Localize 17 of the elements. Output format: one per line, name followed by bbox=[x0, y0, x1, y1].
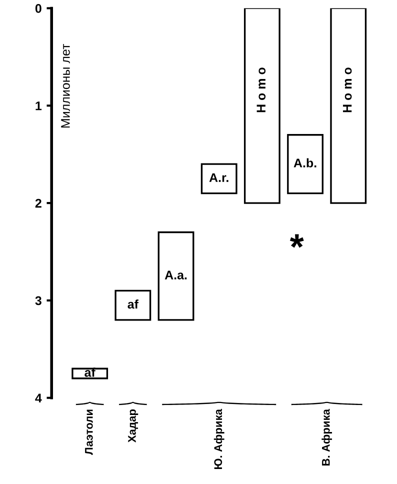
y-tick-label: 1 bbox=[36, 102, 42, 110]
series-label: A.a. bbox=[164, 270, 187, 280]
y-tick-label: 2 bbox=[35, 198, 42, 208]
x-tick-label: Лаэтоли bbox=[85, 410, 93, 455]
x-tick-label: В. Африка bbox=[322, 408, 332, 466]
y-tick-label: 0 bbox=[35, 4, 42, 13]
y-tick-label: 4 bbox=[35, 394, 42, 402]
series-label: A.b. bbox=[294, 158, 316, 168]
series-label: A.r. bbox=[209, 173, 228, 182]
series-label: H o m o bbox=[342, 68, 352, 112]
y-tick-label: 3 bbox=[35, 296, 42, 306]
y-axis-title: Миллионы лет bbox=[61, 44, 70, 128]
x-tick-label: Ю. Африка bbox=[214, 408, 224, 469]
x-tick-label: Хадар bbox=[128, 409, 138, 442]
annotation: * bbox=[290, 234, 304, 248]
series-label: af bbox=[128, 299, 138, 309]
series-label: H o m o bbox=[256, 68, 266, 112]
